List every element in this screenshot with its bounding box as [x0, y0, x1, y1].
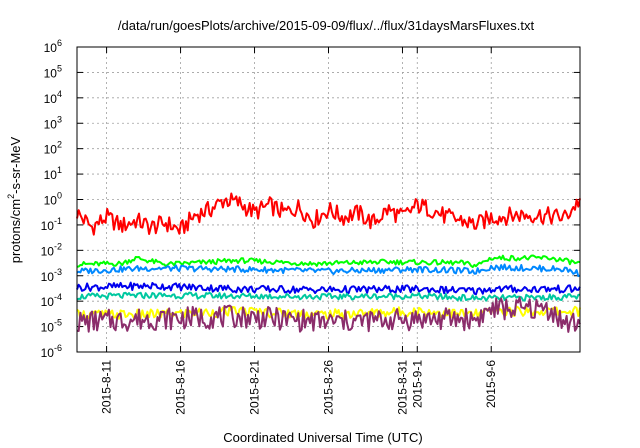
series-line-2 — [76, 254, 581, 269]
x-tick-label: 2015-8-21 — [248, 360, 262, 415]
y-tick-labels: 10-6 10-5 10-4 10-3 10-2 10-1 100 101 102 103 104 1… — [41, 38, 62, 360]
grid — [77, 46, 580, 353]
x-tick-label: 2015-8-11 — [100, 360, 114, 414]
x-tick-label: 2015-8-16 — [174, 360, 188, 415]
series-line-1 — [76, 192, 581, 236]
y-tick-label: 10-2 — [41, 241, 62, 258]
x-tick-label: 2015-8-31 — [395, 360, 409, 415]
y-tick-label: 10-4 — [41, 292, 62, 309]
plot-frame — [76, 46, 581, 353]
y-axis-label-sup: 2 — [6, 194, 16, 199]
y-tick-label: 106 — [44, 38, 62, 55]
series-line-7 — [76, 296, 581, 333]
y-tick-label: 105 — [44, 63, 62, 80]
series-group — [76, 192, 581, 333]
y-tick-label: 103 — [44, 114, 62, 131]
x-tick-labels: 2015-8-11 2015-8-16 2015-8-21 2015-8-26 2015… — [100, 360, 499, 415]
series-line-4 — [76, 281, 581, 296]
y-tick-label: 10-6 — [41, 343, 62, 360]
chart-title: /data/run/goesPlots/archive/2015-09-09/f… — [118, 18, 535, 33]
x-tick-label: 2015-8-26 — [322, 360, 336, 415]
series-line-5 — [76, 291, 581, 302]
y-tick-label: 102 — [44, 140, 62, 157]
y-tick-label: 10-1 — [41, 216, 62, 233]
y-tick-label: 104 — [44, 89, 62, 106]
y-axis-label: protons/cm2-s-sr-MeV — [6, 136, 23, 263]
y-tick-label: 10-3 — [41, 267, 62, 284]
y-axis-label-main: protons/cm — [8, 199, 23, 263]
y-axis-label-rest: -s-sr-MeV — [8, 136, 23, 193]
y-tick-label: 100 — [44, 191, 62, 208]
x-axis-label: Coordinated Universal Time (UTC) — [223, 430, 422, 445]
x-tick-label: 2015-9-6 — [484, 360, 498, 408]
y-tick-label: 10-5 — [41, 318, 62, 335]
y-tick-label: 101 — [44, 165, 62, 182]
x-tick-label: 2015-9-1 — [410, 360, 424, 408]
series-line-3 — [76, 263, 581, 278]
